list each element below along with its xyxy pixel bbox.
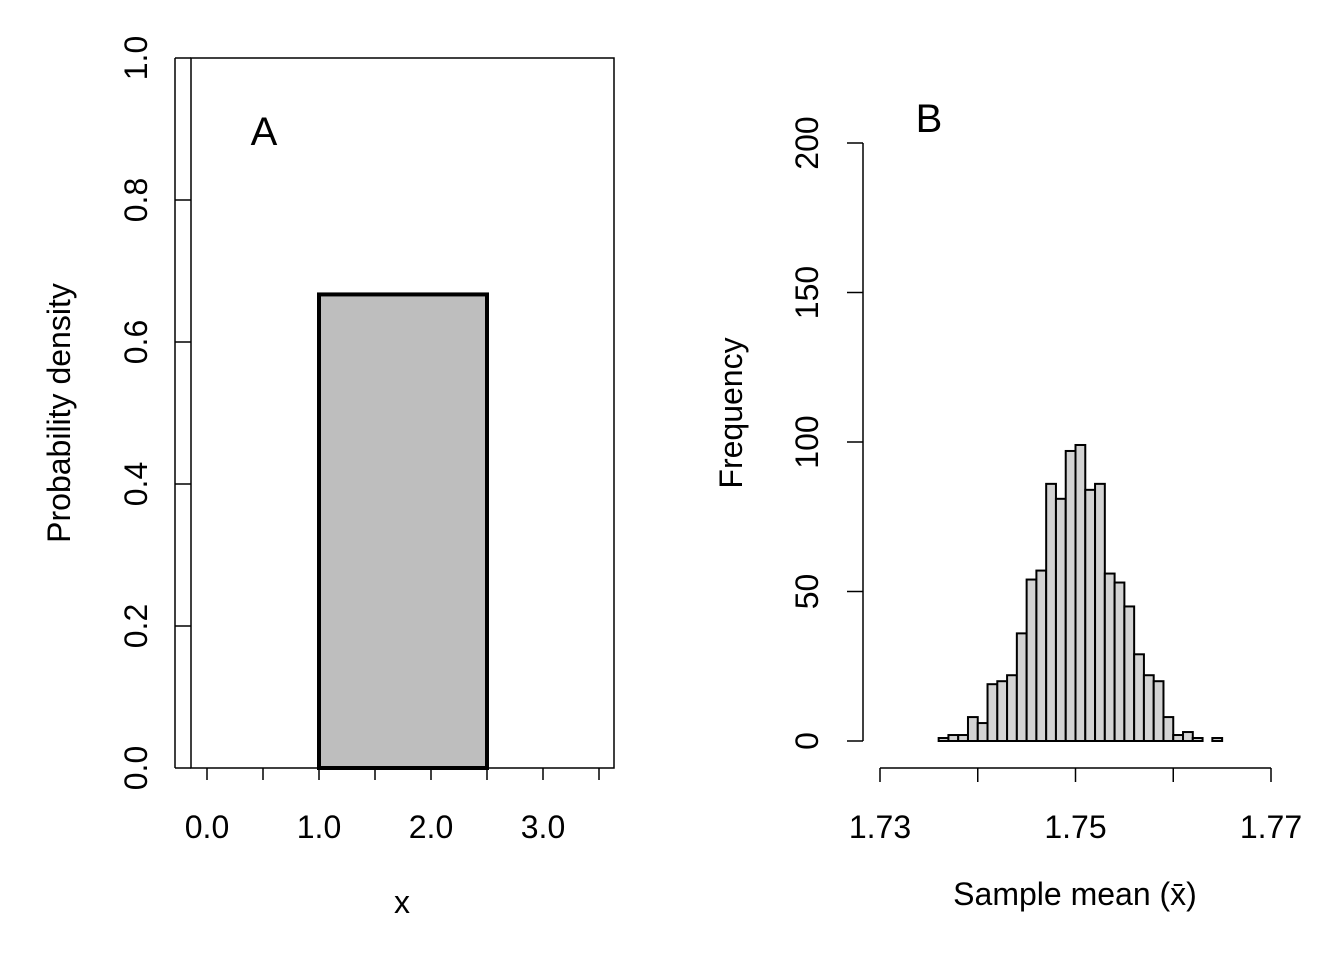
histogram-bar [1084, 488, 1097, 742]
panel-b-xlabel: Sample mean (x̄) [953, 876, 1197, 912]
histogram-bar [1191, 737, 1204, 743]
y-tick-label: 0.4 [118, 462, 154, 506]
histogram-bar [986, 683, 999, 743]
histogram-bar [1103, 572, 1116, 742]
histogram-bar [1025, 578, 1038, 742]
y-tick-label: 100 [789, 415, 825, 468]
y-tick-label: 150 [789, 266, 825, 319]
panel-b-ylabel: Frequency [713, 337, 749, 488]
histogram-bar [1123, 605, 1136, 743]
y-tick-label: 0.6 [118, 320, 154, 364]
y-tick-label: 1.0 [118, 36, 154, 80]
y-tick-label: 0.2 [118, 604, 154, 648]
panel-a: 0.0 1.0 2.0 3.0 0.0 0.2 0.4 0.6 0.8 1.0 A x Proba… [41, 36, 615, 920]
y-tick-label: 200 [789, 116, 825, 169]
histogram-bar [1054, 497, 1067, 742]
panel-a-xlabel: x [394, 884, 410, 920]
histogram-bar [957, 734, 969, 743]
histogram-bar [947, 734, 960, 743]
density-bar [317, 292, 489, 770]
x-tick-label: 0.0 [185, 809, 229, 845]
histogram-bar [1152, 680, 1165, 743]
histogram-bar [996, 680, 1009, 743]
panel-b-label: B [916, 97, 943, 141]
x-tick-label: 1.73 [849, 809, 911, 845]
histogram-bar [1182, 731, 1194, 743]
histogram-bar [966, 716, 979, 743]
panel-b: 1.73 1.75 1.77 0 50 100 150 200 B Sample mean (… [713, 97, 1302, 912]
y-tick-label: 0.8 [118, 178, 154, 222]
y-tick-label: 0.0 [118, 746, 154, 790]
x-tick-label: 2.0 [409, 809, 453, 845]
histogram-bar [1133, 653, 1145, 742]
histogram-bar [1064, 449, 1077, 742]
histogram-bar [1211, 737, 1224, 743]
histogram-bar [937, 737, 950, 743]
histogram-bar [1035, 569, 1048, 742]
y-tick-label: 0 [789, 732, 825, 750]
histogram-bar [1142, 674, 1155, 742]
histogram-bar [1015, 632, 1028, 742]
x-tick-label: 1.0 [297, 809, 341, 845]
panel-a-ylabel: Probability density [41, 283, 77, 543]
y-tick-label: 50 [789, 574, 825, 610]
histogram-bar [1006, 674, 1018, 742]
x-tick-label: 3.0 [521, 809, 565, 845]
x-tick-label: 1.75 [1044, 809, 1106, 845]
histogram-bar [1162, 716, 1175, 743]
histogram-bar [1172, 734, 1185, 743]
histogram-bar [976, 722, 989, 742]
x-tick-label: 1.77 [1240, 809, 1302, 845]
panel-a-label: A [251, 110, 278, 154]
histogram-bar [1113, 581, 1126, 743]
histogram-bar [1045, 482, 1057, 742]
histogram-bar [1094, 482, 1106, 742]
histogram-bar [1074, 443, 1087, 742]
